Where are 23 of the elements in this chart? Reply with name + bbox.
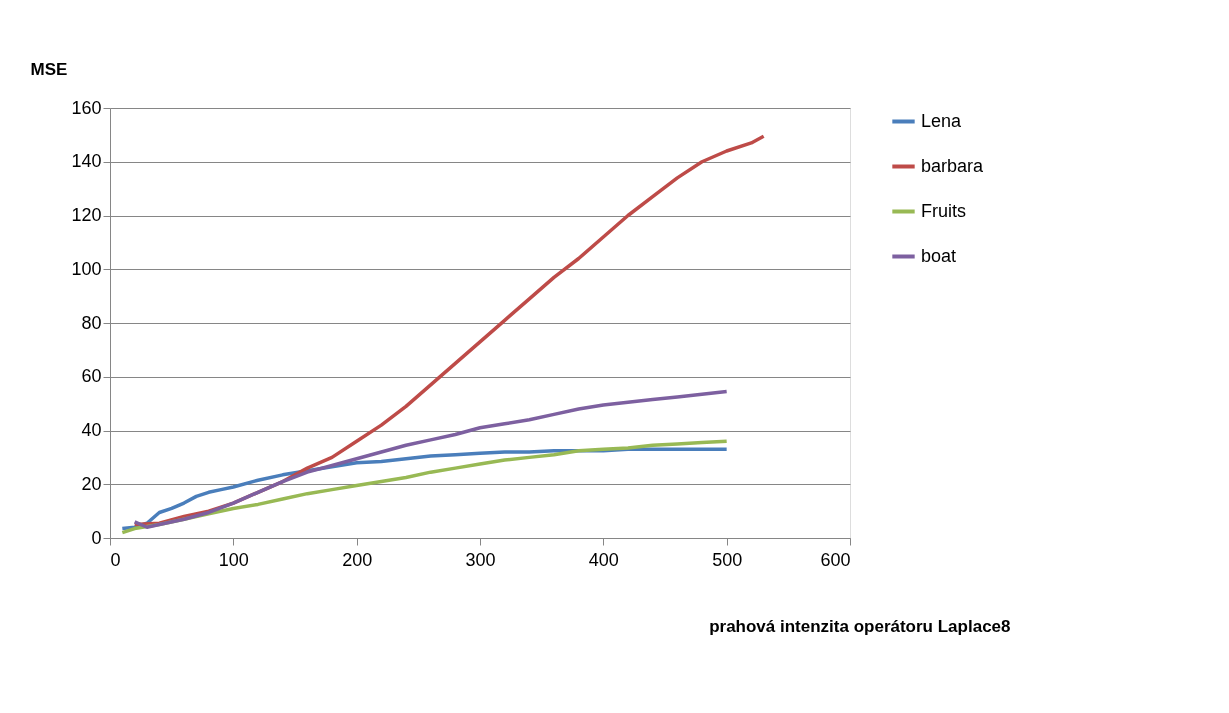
x-tick-label: 0 xyxy=(110,549,121,570)
y-tick-label: 140 xyxy=(71,151,102,172)
y-tick-label: 0 xyxy=(91,527,102,548)
x-tick-label: 600 xyxy=(820,549,851,570)
y-tick-label: 40 xyxy=(81,420,102,440)
x-tick-label: 400 xyxy=(588,549,619,570)
x-tick-label: 100 xyxy=(218,549,249,570)
legend-label: boat xyxy=(921,245,957,266)
y-tick-label: 120 xyxy=(71,205,102,225)
y-tick-label: 20 xyxy=(81,473,102,494)
x-axis-title: prahová intenzita operátoru Laplace8 xyxy=(709,616,1011,636)
legend-label: Fruits xyxy=(921,200,966,221)
y-tick-label: 60 xyxy=(81,366,102,387)
legend-label: barbara xyxy=(921,155,985,176)
y-tick-label: 100 xyxy=(71,258,102,279)
legend-label: Lena xyxy=(921,110,963,131)
x-tick-label: 200 xyxy=(342,549,373,570)
x-tick-label: 300 xyxy=(465,549,496,570)
x-tick-label: 500 xyxy=(712,549,743,570)
y-tick-label: 80 xyxy=(81,312,102,333)
y-axis-title: MSE xyxy=(30,59,68,79)
y-tick-label: 160 xyxy=(71,97,102,118)
line-series xyxy=(132,389,729,529)
